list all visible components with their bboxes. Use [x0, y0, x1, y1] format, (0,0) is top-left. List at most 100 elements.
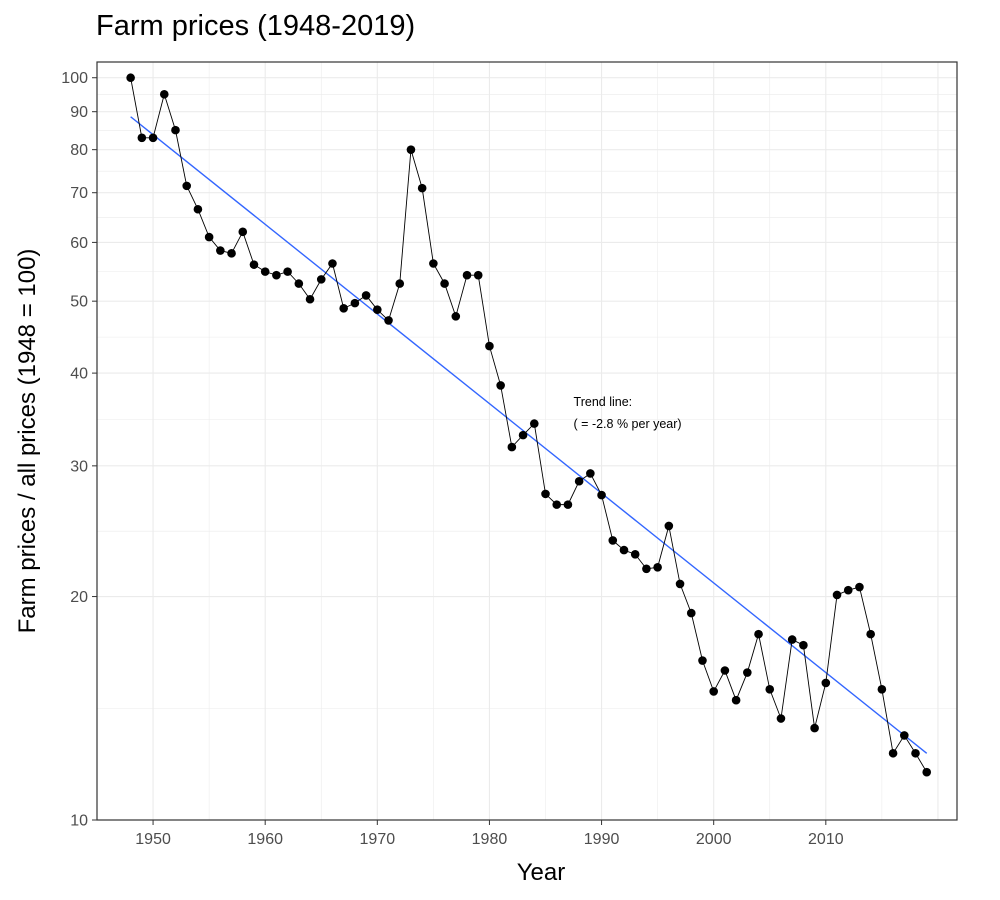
y-tick-label: 20	[70, 589, 88, 606]
data-point	[440, 279, 449, 288]
x-axis-title: Year	[517, 859, 566, 886]
data-point	[743, 668, 752, 677]
x-tick-label: 2000	[696, 831, 732, 848]
y-axis: 10 20 30 40 50 60 70 80 90 100	[61, 70, 97, 830]
data-point	[316, 275, 326, 284]
data-point	[799, 640, 808, 650]
data-point	[843, 585, 853, 595]
data-point	[608, 536, 618, 545]
trend-annotation-line1: Trend line:	[574, 395, 633, 409]
y-tick-label: 10	[70, 813, 88, 830]
y-tick-label: 100	[61, 70, 88, 87]
data-point	[821, 678, 831, 688]
data-point	[787, 635, 797, 644]
data-point	[698, 656, 707, 665]
data-point	[496, 381, 505, 390]
data-point	[664, 521, 674, 531]
data-point	[720, 666, 730, 675]
data-point	[900, 731, 909, 740]
data-point	[462, 270, 472, 280]
data-point	[148, 133, 158, 143]
data-point	[429, 259, 438, 268]
data-point	[866, 629, 875, 639]
x-tick-label: 1960	[247, 831, 283, 848]
x-tick-label: 1950	[135, 831, 171, 848]
x-tick-label: 2010	[808, 831, 844, 848]
data-point	[552, 500, 562, 509]
x-axis: 1950 1960 1970 1980 1990 2000 2010	[135, 820, 844, 848]
data-point	[855, 582, 864, 592]
data-point	[171, 125, 180, 135]
x-tick-label: 1990	[584, 831, 620, 848]
data-point	[888, 748, 898, 758]
data-point	[361, 291, 371, 300]
data-point	[507, 442, 517, 452]
minor-gridlines	[96, 62, 957, 820]
data-point	[328, 259, 337, 268]
data-point	[417, 183, 427, 193]
plot-panel	[97, 62, 957, 820]
data-point	[182, 181, 192, 191]
data-point	[406, 145, 416, 154]
data-point	[653, 562, 662, 572]
data-point	[541, 489, 550, 499]
data-point	[731, 695, 741, 705]
y-tick-label: 80	[70, 142, 88, 159]
chart-title: Farm prices (1948-2019)	[96, 10, 416, 42]
data-point	[485, 341, 494, 351]
data-point	[597, 490, 606, 500]
data-point	[922, 767, 932, 777]
data-point	[754, 629, 763, 639]
data-point	[642, 564, 651, 574]
data-point	[810, 723, 819, 733]
data-point	[294, 279, 304, 288]
plot-border	[96, 61, 958, 821]
x-tick-label: 1980	[472, 831, 508, 848]
data-point	[709, 687, 718, 696]
data-point	[765, 684, 775, 694]
data-point	[518, 430, 528, 440]
data-point	[249, 260, 259, 269]
y-tick-label: 50	[70, 294, 88, 311]
data-point	[686, 608, 696, 618]
trend-line	[130, 116, 928, 754]
x-tick-label: 1970	[360, 831, 396, 848]
y-axis-title: Farm prices / all prices (1948 = 100)	[14, 249, 41, 634]
data-point	[832, 590, 842, 600]
data-point	[619, 545, 629, 555]
data-point	[911, 748, 920, 758]
data-point	[137, 133, 147, 143]
data-point	[373, 305, 382, 314]
data-point	[204, 232, 214, 242]
data-point	[473, 270, 483, 280]
trend-layer	[130, 116, 928, 754]
data-point	[350, 298, 360, 308]
data-point	[283, 267, 292, 276]
data-point	[260, 267, 270, 276]
data-point	[395, 279, 405, 288]
data-point	[305, 294, 315, 304]
y-tick-label: 90	[70, 104, 88, 121]
y-tick-label: 40	[70, 366, 88, 383]
data-point	[216, 246, 225, 255]
data-point	[563, 500, 573, 509]
data-point	[238, 227, 248, 237]
y-tick-label: 60	[70, 235, 88, 252]
data-point	[529, 419, 539, 428]
data-point	[574, 476, 584, 486]
data-point	[451, 312, 461, 321]
data-point	[877, 684, 887, 694]
data-point	[339, 304, 348, 313]
data-point	[159, 89, 169, 99]
data-point	[384, 316, 393, 325]
data-point	[227, 249, 236, 258]
trend-annotation-line2: ( = -2.8 % per year)	[574, 417, 682, 431]
data-point	[126, 73, 135, 83]
data-point	[586, 469, 595, 478]
data-point	[776, 714, 786, 723]
data-point	[193, 204, 203, 214]
data-point	[272, 270, 281, 280]
series-layer	[126, 73, 932, 777]
data-point	[675, 579, 685, 589]
